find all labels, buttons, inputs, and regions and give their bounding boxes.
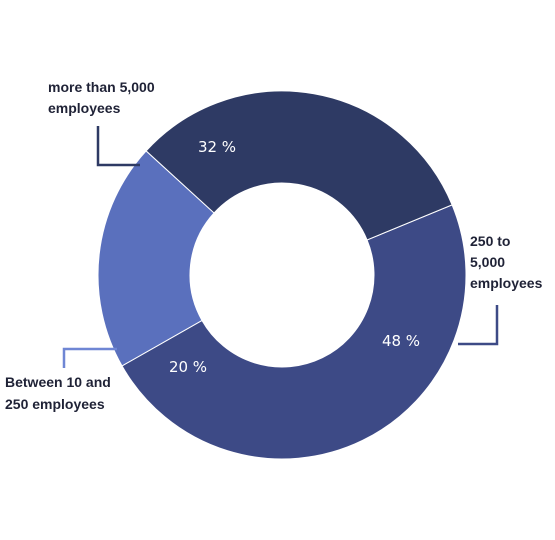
labels: 48 % 250 to 5,000 employees 20 % Between… bbox=[5, 79, 543, 412]
leader-line bbox=[62, 347, 117, 368]
donut-slices bbox=[97, 90, 467, 460]
slice-category-label: Between 10 and bbox=[5, 374, 111, 390]
slice-value-label: 20 % bbox=[169, 358, 207, 376]
donut-slice bbox=[121, 204, 467, 460]
slice-category-label: employees bbox=[470, 275, 543, 291]
slice-category-label: 250 employees bbox=[5, 396, 105, 412]
slice-category-label: employees bbox=[48, 100, 121, 116]
donut-slice bbox=[145, 90, 453, 241]
slice-value-label: 48 % bbox=[382, 332, 420, 350]
slice-category-label: 250 to bbox=[470, 233, 510, 249]
slice-value-label: 32 % bbox=[198, 138, 236, 156]
leader-line bbox=[458, 305, 499, 346]
donut-slice bbox=[97, 150, 215, 367]
leader-lines bbox=[62, 126, 499, 368]
leader-line bbox=[96, 126, 140, 167]
slice-category-label: 5,000 bbox=[470, 254, 505, 270]
slice-category-label: more than 5,000 bbox=[48, 79, 155, 95]
